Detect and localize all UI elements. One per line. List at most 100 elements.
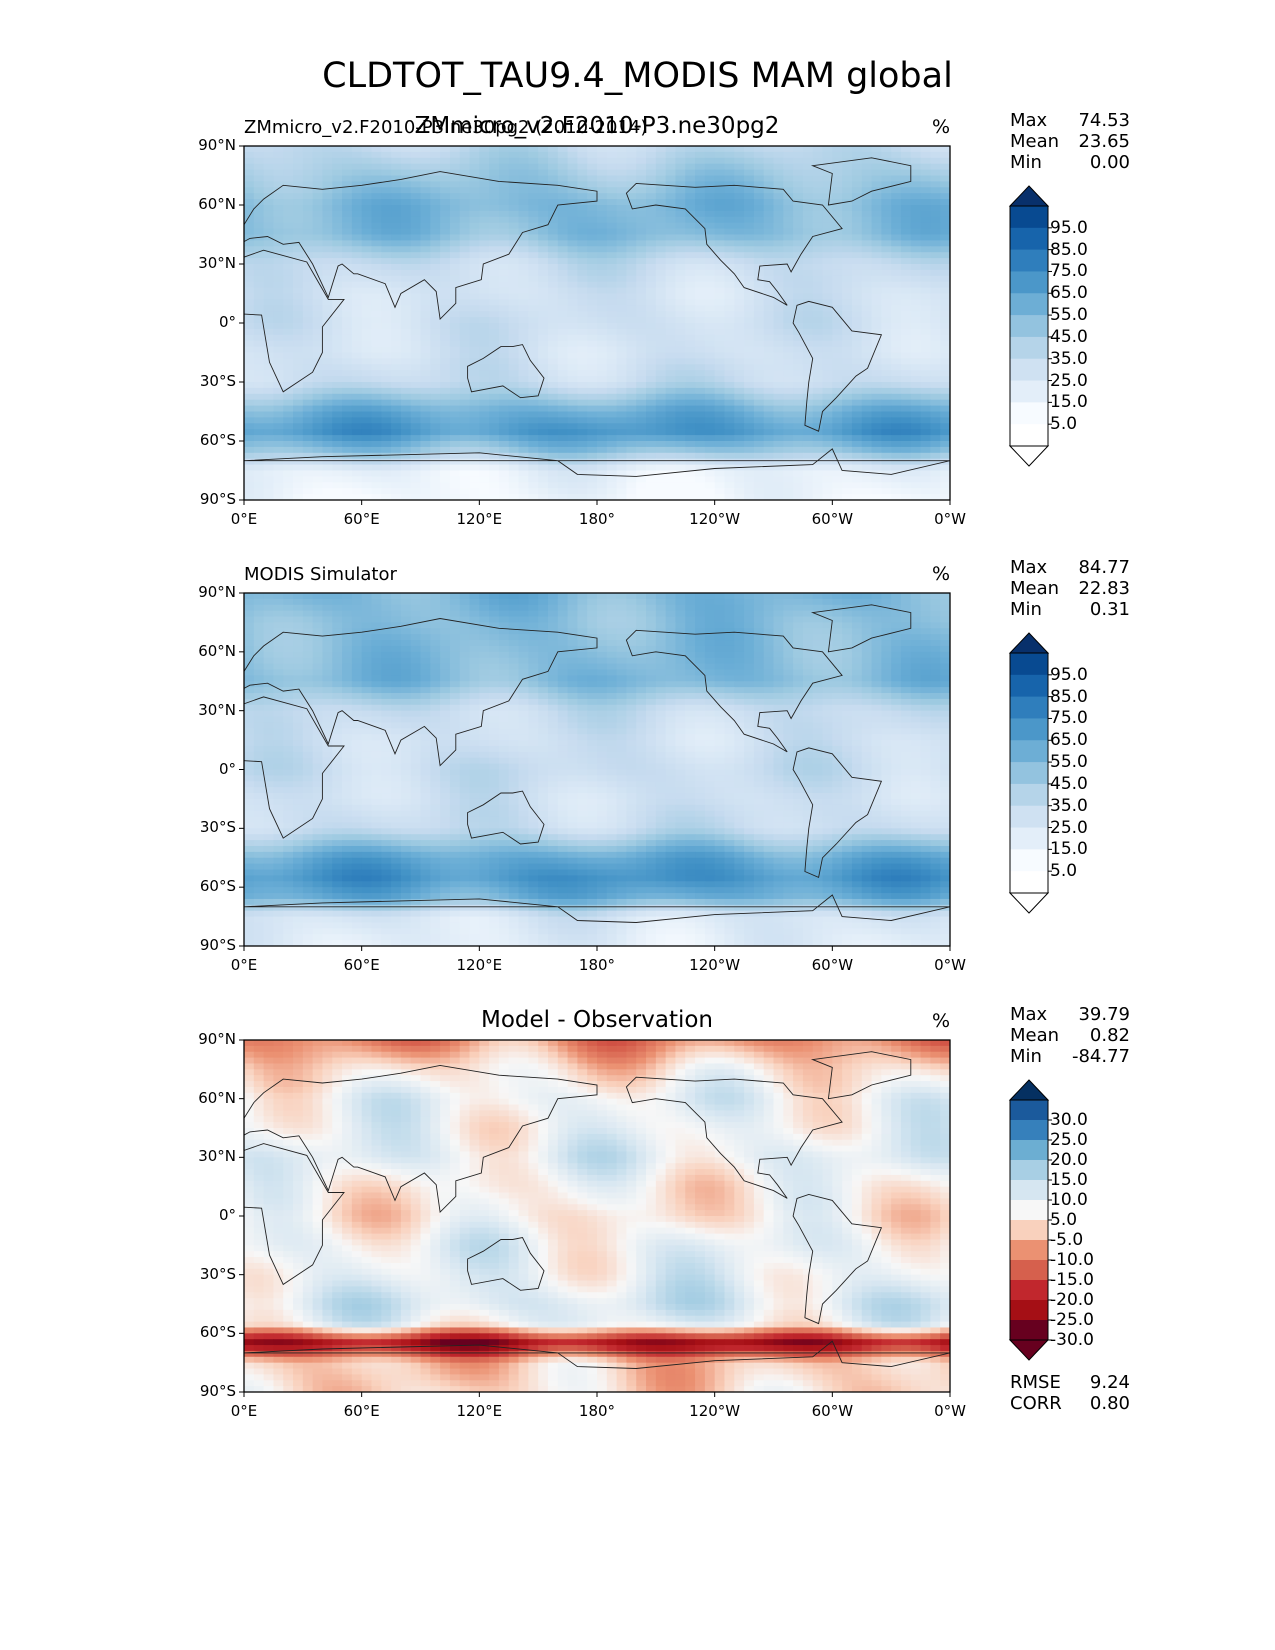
field-cell <box>518 234 529 241</box>
field-cell <box>498 405 510 413</box>
field-cell <box>518 323 529 330</box>
field-cell <box>940 252 950 259</box>
field-cell <box>381 370 392 377</box>
field-cell <box>744 323 755 330</box>
field-cell <box>400 393 412 401</box>
field-cell <box>253 358 265 365</box>
field-cell <box>704 146 716 153</box>
field-cell <box>587 157 598 165</box>
field-cell <box>930 376 941 383</box>
field-cell <box>244 287 255 295</box>
field-cell <box>734 476 745 483</box>
field-cell <box>881 405 892 413</box>
field-cell <box>832 199 843 206</box>
field-cell <box>400 234 412 241</box>
field-cell <box>626 640 637 647</box>
field-cell <box>783 305 794 312</box>
field-cell <box>773 482 784 489</box>
field-cell <box>351 417 363 424</box>
field-cell <box>734 399 745 407</box>
field-cell <box>420 240 431 247</box>
field-cell <box>685 187 696 194</box>
field-cell <box>773 488 784 495</box>
field-cell <box>302 187 314 194</box>
field-cell <box>851 399 863 407</box>
field-cell <box>528 399 539 407</box>
field-cell <box>832 240 843 247</box>
field-cell <box>283 275 294 283</box>
field-cell <box>812 240 824 247</box>
field-cell <box>547 216 559 224</box>
field-cell <box>459 269 471 277</box>
field-cell <box>832 157 843 165</box>
field-cell <box>449 405 461 413</box>
field-cell <box>616 634 628 641</box>
field-cell <box>626 151 637 159</box>
field-cell <box>655 175 667 182</box>
field-cell <box>616 387 628 395</box>
field-cell <box>832 151 843 159</box>
field-cell <box>832 193 843 200</box>
field-cell <box>371 246 382 253</box>
field-cell <box>302 258 314 265</box>
field-cell <box>440 246 451 253</box>
field-cell <box>440 452 451 460</box>
field-cell <box>842 358 853 365</box>
field-cell <box>704 151 716 159</box>
field-cell <box>851 287 863 295</box>
field-cell <box>851 146 863 153</box>
field-cell <box>557 346 569 354</box>
field-cell <box>597 628 608 635</box>
field-cell <box>793 376 804 383</box>
field-cell <box>253 193 265 200</box>
field-cell <box>626 234 637 241</box>
field-cell <box>940 376 950 383</box>
field-cell <box>371 269 382 277</box>
field-cell <box>498 458 510 466</box>
field-cell <box>773 628 784 635</box>
field-cell <box>753 151 765 159</box>
field-cell <box>665 169 677 177</box>
field-cell <box>871 258 882 265</box>
field-cell <box>332 441 343 448</box>
field-cell <box>724 616 735 624</box>
field-cell <box>714 494 726 500</box>
field-cell <box>822 616 833 624</box>
field-cell <box>342 464 353 472</box>
field-cell <box>293 205 304 212</box>
field-cell <box>420 299 431 306</box>
field-cell <box>547 610 559 618</box>
field-cell <box>263 275 275 283</box>
field-cell <box>557 228 569 236</box>
field-cell <box>273 205 284 212</box>
field-cell <box>577 464 588 472</box>
field-cell <box>293 598 304 606</box>
field-cell <box>400 411 412 418</box>
field-cell <box>861 411 873 418</box>
field-cell <box>636 446 647 454</box>
field-cell <box>391 640 402 647</box>
field-cell <box>812 382 824 389</box>
field-cell <box>616 464 628 472</box>
field-cell <box>381 163 392 171</box>
field-cell <box>763 494 775 500</box>
field-cell <box>842 340 853 348</box>
field-cell <box>361 399 373 407</box>
field-cell <box>802 293 814 300</box>
field-cell <box>322 452 333 460</box>
field-cell <box>802 429 814 436</box>
field-cell <box>567 252 578 259</box>
field-cell <box>832 287 843 295</box>
field-cell <box>812 146 824 153</box>
field-cell <box>714 228 726 236</box>
field-cell <box>724 252 735 259</box>
field-cell <box>851 216 863 224</box>
field-cell <box>440 175 451 182</box>
field-cell <box>489 458 500 466</box>
field-cell <box>508 151 520 159</box>
field-cell <box>714 157 726 165</box>
field-cell <box>597 387 608 395</box>
field-cell <box>351 598 363 606</box>
field-cell <box>381 616 392 624</box>
field-cell <box>665 340 677 348</box>
